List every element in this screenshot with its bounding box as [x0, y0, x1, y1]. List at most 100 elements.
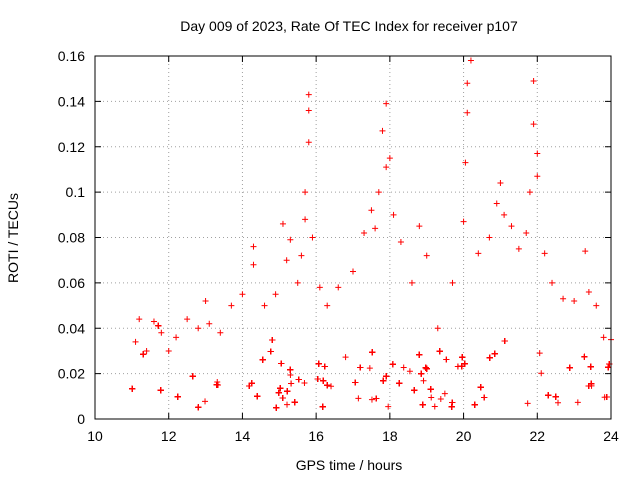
data-point-peak: [287, 236, 294, 243]
data-point: [555, 399, 562, 406]
y-tick-label: 0.02: [58, 366, 85, 382]
data-point-peak: [324, 302, 331, 309]
data-point-peak: [283, 257, 290, 264]
data-point-peak: [526, 189, 533, 196]
data-point-peak: [302, 216, 309, 223]
data-point: [459, 354, 466, 361]
data-point-peak: [464, 109, 471, 116]
data-point-peak: [217, 329, 224, 336]
data-point: [603, 394, 610, 401]
data-point-peak: [272, 291, 279, 298]
data-point: [368, 396, 375, 403]
x-tick-label: 20: [456, 428, 472, 444]
data-point: [422, 364, 429, 371]
data-point: [189, 373, 196, 380]
data-point-peak: [449, 279, 456, 286]
data-point: [287, 372, 294, 379]
data-point: [449, 399, 456, 406]
data-point: [246, 382, 253, 389]
data-point-peak: [462, 159, 469, 166]
data-point-peak: [383, 164, 390, 171]
data-point: [389, 361, 396, 368]
data-point-peak: [530, 77, 537, 84]
data-point-peak: [383, 100, 390, 107]
data-point: [267, 348, 274, 355]
data-point: [301, 380, 308, 387]
data-point-peak: [497, 180, 504, 187]
data-point: [254, 393, 261, 400]
y-tick-label: 0.1: [66, 184, 86, 200]
data-point-peak: [250, 261, 257, 268]
data-point: [140, 351, 147, 358]
data-point: [443, 356, 450, 363]
data-point: [437, 395, 444, 402]
data-point: [545, 392, 552, 399]
ticks: [94, 55, 612, 420]
data-point: [380, 377, 387, 384]
data-point: [418, 370, 425, 377]
data-point-peak: [493, 200, 500, 207]
data-point-peak: [416, 223, 423, 230]
data-point-peak: [279, 220, 286, 227]
data-point-peak: [501, 211, 508, 218]
data-point-peak: [582, 248, 589, 255]
data-point: [314, 375, 321, 382]
data-point: [273, 404, 280, 411]
data-point: [269, 336, 276, 343]
data-point: [383, 373, 390, 380]
tick-labels: 10 12 14 16 18 20 22 24 0 0.02 0.04 0.06 0.08 0.1 0.12…: [58, 48, 619, 444]
data-point-peak: [397, 239, 404, 246]
y-tick-label: 0: [77, 411, 85, 427]
data-points: [129, 57, 614, 411]
grid: [95, 56, 611, 419]
data-point: [295, 376, 302, 383]
data-point: [396, 380, 403, 387]
data-point: [315, 360, 322, 367]
data-point: [319, 403, 326, 410]
data-point: [195, 404, 202, 411]
y-tick-label: 0.14: [58, 93, 85, 109]
data-point: [486, 354, 493, 361]
y-tick-label: 0.06: [58, 275, 85, 291]
data-point: [471, 401, 478, 408]
data-point: [587, 363, 594, 370]
data-point: [324, 382, 331, 389]
data-point: [420, 377, 427, 384]
data-point: [277, 385, 284, 392]
data-point: [427, 386, 434, 393]
data-point-peak: [173, 334, 180, 341]
data-point: [385, 403, 392, 410]
data-point: [481, 394, 488, 401]
data-point: [328, 383, 335, 390]
y-tick-label: 0.12: [58, 139, 85, 155]
data-point-peak: [298, 252, 305, 259]
data-point-peak: [408, 279, 415, 286]
data-point: [352, 379, 359, 386]
data-point: [287, 366, 294, 373]
x-tick-label: 18: [382, 428, 398, 444]
data-point-peak: [309, 234, 316, 241]
data-point: [524, 400, 531, 407]
data-point: [259, 356, 266, 363]
data-point: [288, 380, 295, 387]
data-point: [448, 403, 455, 410]
data-point: [157, 387, 164, 394]
x-axis-title: GPS time / hours: [296, 457, 403, 473]
data-point-peak: [375, 189, 382, 196]
data-point: [566, 364, 573, 371]
data-point-peak: [228, 302, 235, 309]
data-point-peak: [202, 298, 209, 305]
data-point-peak: [534, 150, 541, 157]
data-point-peak: [294, 279, 301, 286]
data-point-peak: [150, 318, 157, 325]
x-tick-label: 14: [235, 428, 251, 444]
data-point-peak: [206, 320, 213, 327]
data-point-peak: [143, 347, 150, 354]
data-point: [441, 390, 448, 397]
data-point-peak: [372, 225, 379, 232]
data-point: [342, 354, 349, 361]
x-tick-label: 16: [308, 428, 324, 444]
data-point: [411, 387, 418, 394]
